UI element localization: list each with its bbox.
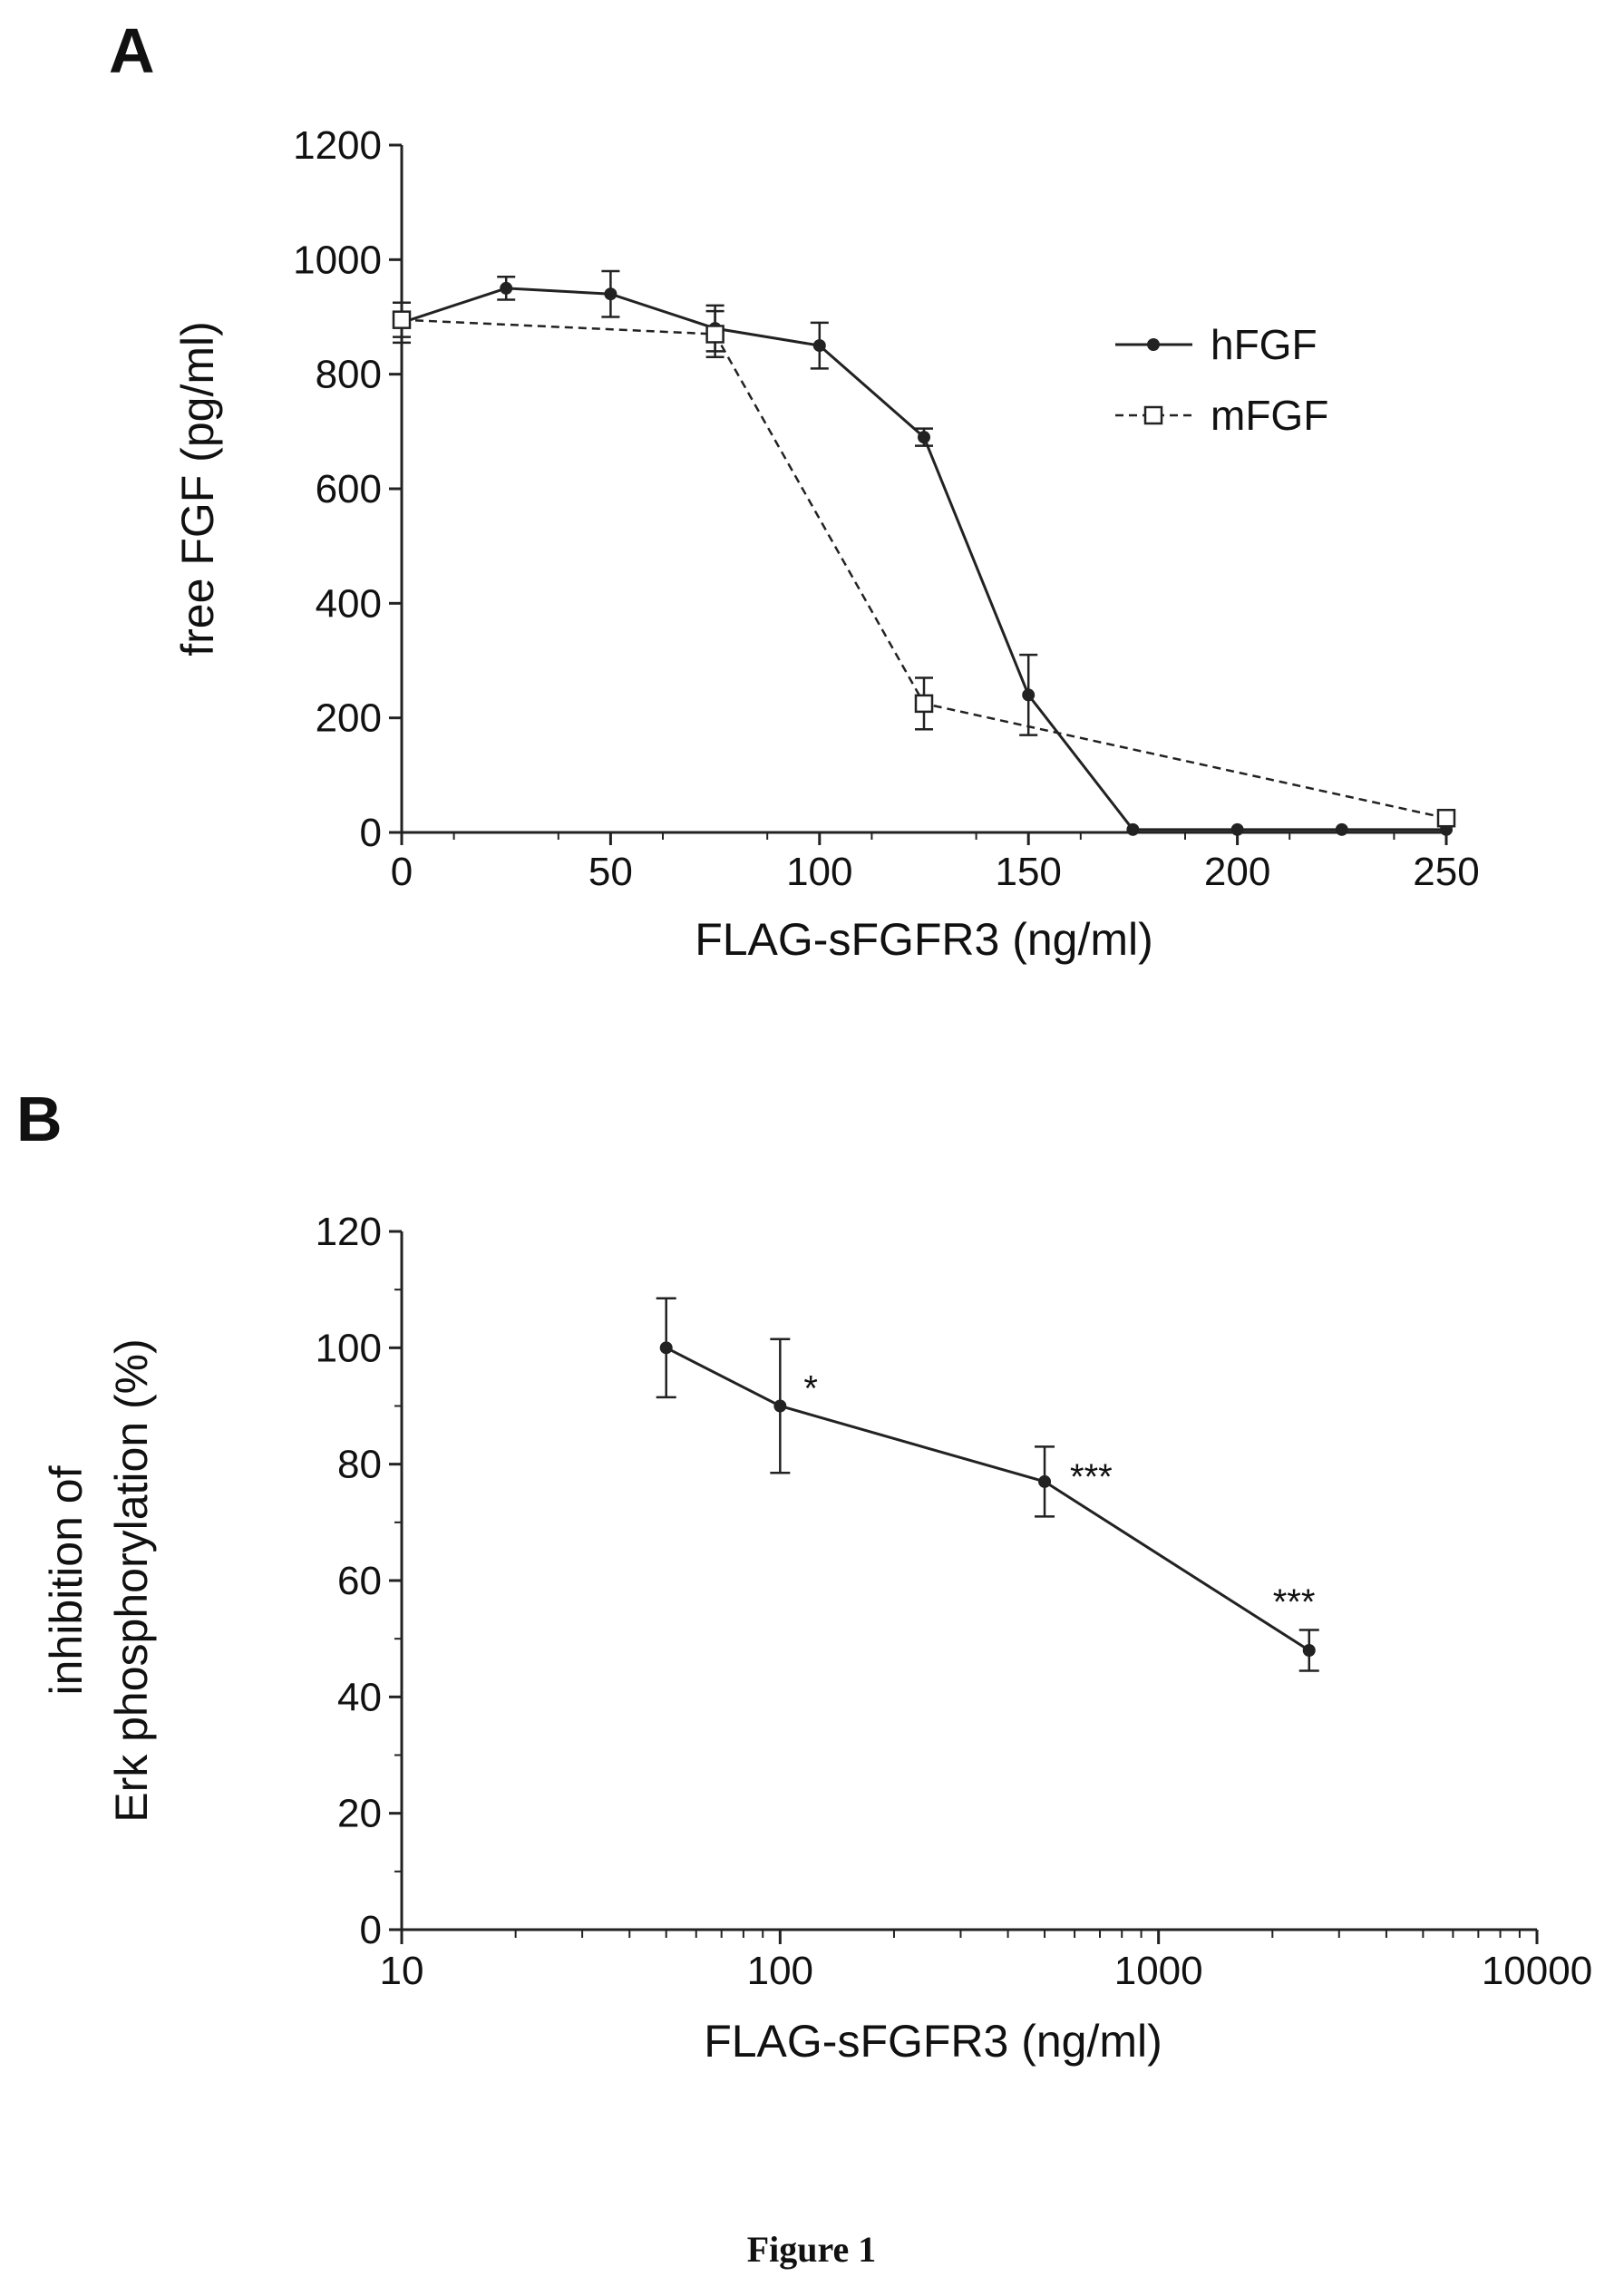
panel-a-y-tick-label: 400 [316, 581, 382, 626]
panel-a-point-hFGF [1126, 822, 1140, 836]
panel-a-y-tick-label: 1200 [293, 123, 382, 168]
panel-a-x-tick-label: 50 [588, 850, 633, 894]
panel-a-point-hFGF [1022, 688, 1036, 702]
panel-letter-b: B [16, 1084, 63, 1154]
panel-a-point-mFGF [914, 694, 934, 714]
panel-a-point-hFGF [1230, 822, 1244, 836]
panel-b-significance-label: *** [1070, 1457, 1113, 1497]
panel-b-point [1038, 1474, 1052, 1488]
legend-label-mFGF: mFGF [1211, 392, 1328, 439]
panel-b-y-tick-label: 40 [337, 1675, 382, 1719]
legend-marker-hFGF [1147, 338, 1160, 351]
panel-b-point [773, 1399, 787, 1413]
panel-a-y-tick-label: 600 [316, 467, 382, 511]
panel-a-x-tick-label: 250 [1413, 850, 1479, 894]
panel-b-x-tick-label: 100 [747, 1949, 813, 1993]
panel-b-significance-label: * [803, 1369, 818, 1409]
panel-b-marks: ******* [656, 1297, 1319, 1672]
panel-b-x-axis-title: FLAG-sFGFR3 (ng/ml) [704, 2016, 1162, 2067]
panel-b-y-tick-label: 20 [337, 1792, 382, 1836]
panel-b-point [1302, 1644, 1316, 1657]
panel-a-x-axis-title: FLAG-sFGFR3 (ng/ml) [695, 914, 1153, 965]
panel-b-axes: 0 20 40 60 80 100 120 10 100 1000 10000 [316, 1210, 1593, 1993]
panel-a-x-tick-label: 200 [1204, 850, 1270, 894]
legend-marker-mFGF [1143, 405, 1163, 425]
panel-b-x-tick-label: 10000 [1482, 1949, 1592, 1993]
panel-a-marks: hFGF mFGF [392, 269, 1456, 836]
legend-label-hFGF: hFGF [1211, 321, 1318, 368]
panel-a-series-line-hFGF [401, 287, 1446, 832]
panel-a-y-tick-label: 0 [360, 811, 382, 855]
panel-b-x-tick-label: 1000 [1114, 1949, 1203, 1993]
panel-a-x-tick-label: 100 [786, 850, 852, 894]
panel-a-y-axis-title: free FGF (pg/ml) [172, 321, 223, 656]
panel-a-y-tick-label: 1000 [293, 238, 382, 282]
panel-a-y-tick-label: 800 [316, 353, 382, 397]
panel-a-point-mFGF [1436, 808, 1456, 828]
panel-b-y-tick-label: 100 [316, 1326, 382, 1370]
panel-a-x-tick-label: 0 [391, 850, 413, 894]
panel-b-point [659, 1341, 673, 1355]
panel-a-point-mFGF [392, 310, 412, 329]
panel-b-y-tick-label: 0 [360, 1908, 382, 1952]
panel-a-point-mFGF [705, 325, 724, 344]
panel-a-series-line-mFGF [401, 318, 1447, 820]
figure-caption: Figure 1 [747, 2229, 877, 2270]
panel-a-point-hFGF [812, 339, 826, 353]
panel-a-point-hFGF [1335, 822, 1348, 836]
panel-a-x-tick-label: 150 [995, 850, 1061, 894]
panel-a-y-tick-label: 200 [316, 696, 382, 741]
panel-b-y-tick-label: 60 [337, 1559, 382, 1603]
panel-b-series-line [666, 1346, 1310, 1652]
panel-a-point-hFGF [604, 287, 618, 301]
panel-a-axes: 0 200 400 600 800 1000 1200 0 50 100 150 200 250 [293, 123, 1480, 894]
panel-b-significance-label: *** [1273, 1582, 1316, 1622]
panel-b-y-tick-label: 80 [337, 1443, 382, 1487]
panel-a-point-hFGF [500, 281, 513, 295]
panel-b-y-tick-label: 120 [316, 1210, 382, 1254]
panel-b-x-tick-label: 10 [380, 1949, 424, 1993]
panel-b-y-axis-title-line2: Erk phosphorylation (%) [106, 1338, 157, 1823]
panel-a-chart: 0 200 400 600 800 1000 1200 0 50 100 150 200 250 hFG… [293, 123, 1480, 894]
panel-b-y-axis-title-line1: inhibition of [41, 1465, 92, 1695]
panel-letter-a: A [109, 15, 155, 86]
panel-a-point-hFGF [918, 431, 930, 444]
